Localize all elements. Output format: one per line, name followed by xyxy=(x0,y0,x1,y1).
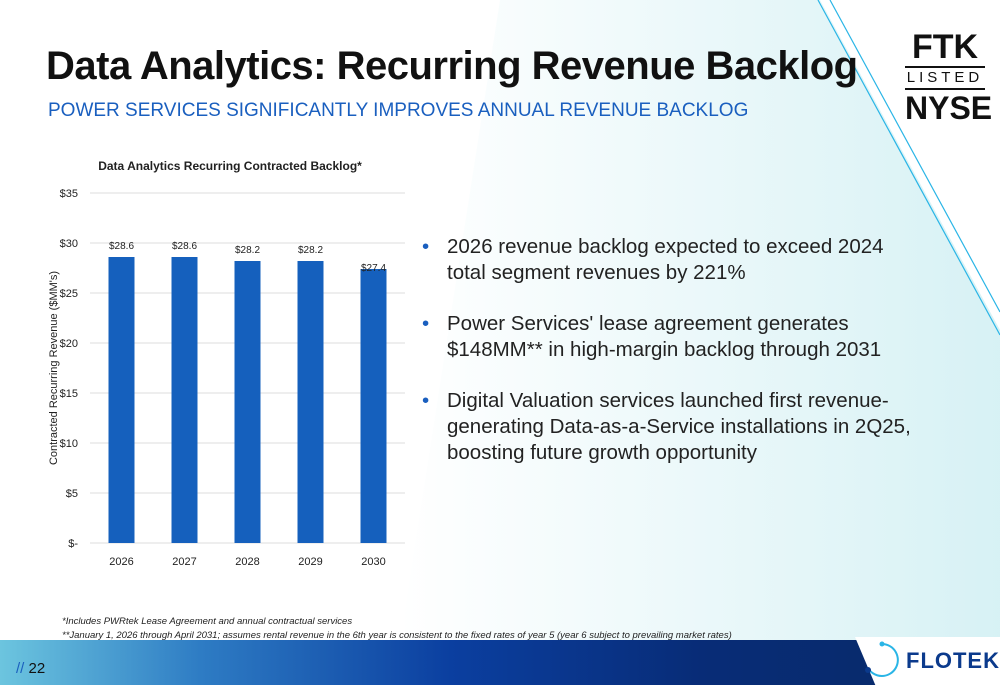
flotek-logo-area xyxy=(855,637,1000,685)
flotek-brand: FLOTEK xyxy=(906,648,1000,673)
ftk-nyse-logo: FTK LISTED NYSE xyxy=(905,28,993,126)
y-tick-label: $15 xyxy=(60,388,78,400)
footer-band xyxy=(0,640,1000,685)
y-tick-label: $35 xyxy=(60,188,78,200)
bullet-item: 2026 revenue backlog expected to exceed … xyxy=(420,234,920,286)
page-subtitle: POWER SERVICES SIGNIFICANTLY IMPROVES AN… xyxy=(48,100,749,121)
y-tick-label: $30 xyxy=(60,238,78,250)
data-label: $28.6 xyxy=(109,241,134,252)
y-tick-label: $20 xyxy=(60,338,78,350)
y-tick-label: $- xyxy=(68,538,78,550)
logo-ftk: FTK xyxy=(911,28,979,66)
bar-2029 xyxy=(297,261,324,543)
data-label: $27.4 xyxy=(361,263,386,274)
page-title: Data Analytics: Recurring Revenue Backlo… xyxy=(46,44,858,88)
data-label: $28.6 xyxy=(172,241,197,252)
page-prefix: // xyxy=(16,660,25,677)
y-tick-label: $5 xyxy=(66,488,78,500)
bar-2027 xyxy=(171,257,198,543)
y-tick-label: $10 xyxy=(60,438,78,450)
logo-nyse: NYSE xyxy=(905,90,993,126)
bullet-list: 2026 revenue backlog expected to exceed … xyxy=(420,234,920,491)
page-number-value: 22 xyxy=(28,660,46,677)
flotek-logo-icon xyxy=(865,641,899,677)
bullet-item: Power Services' lease agreement generate… xyxy=(420,311,920,363)
y-axis-label: Contracted Recurring Revenue ($MM's) xyxy=(48,271,60,465)
bar-2026 xyxy=(108,257,135,543)
logo-listed: LISTED xyxy=(905,66,985,90)
x-tick-label: 2027 xyxy=(172,556,196,568)
data-label: $28.2 xyxy=(235,245,260,256)
y-tick-label: $25 xyxy=(60,288,78,300)
bullet-item: Digital Valuation services launched firs… xyxy=(420,388,920,466)
footnote-2: **January 1, 2026 through April 2031; as… xyxy=(62,630,732,641)
x-tick-label: 2029 xyxy=(298,556,322,568)
chart-title: Data Analytics Recurring Contracted Back… xyxy=(98,159,362,173)
page-number: // 22 xyxy=(16,660,45,677)
bar-2028 xyxy=(234,261,261,543)
data-label: $28.2 xyxy=(298,245,323,256)
backlog-bar-chart: Data Analytics Recurring Contracted Back… xyxy=(48,159,405,568)
x-tick-label: 2030 xyxy=(361,556,385,568)
bar-2030 xyxy=(360,269,387,543)
x-tick-label: 2026 xyxy=(109,556,133,568)
x-tick-label: 2028 xyxy=(235,556,259,568)
footnote-1: *Includes PWRtek Lease Agreement and ann… xyxy=(62,616,353,627)
